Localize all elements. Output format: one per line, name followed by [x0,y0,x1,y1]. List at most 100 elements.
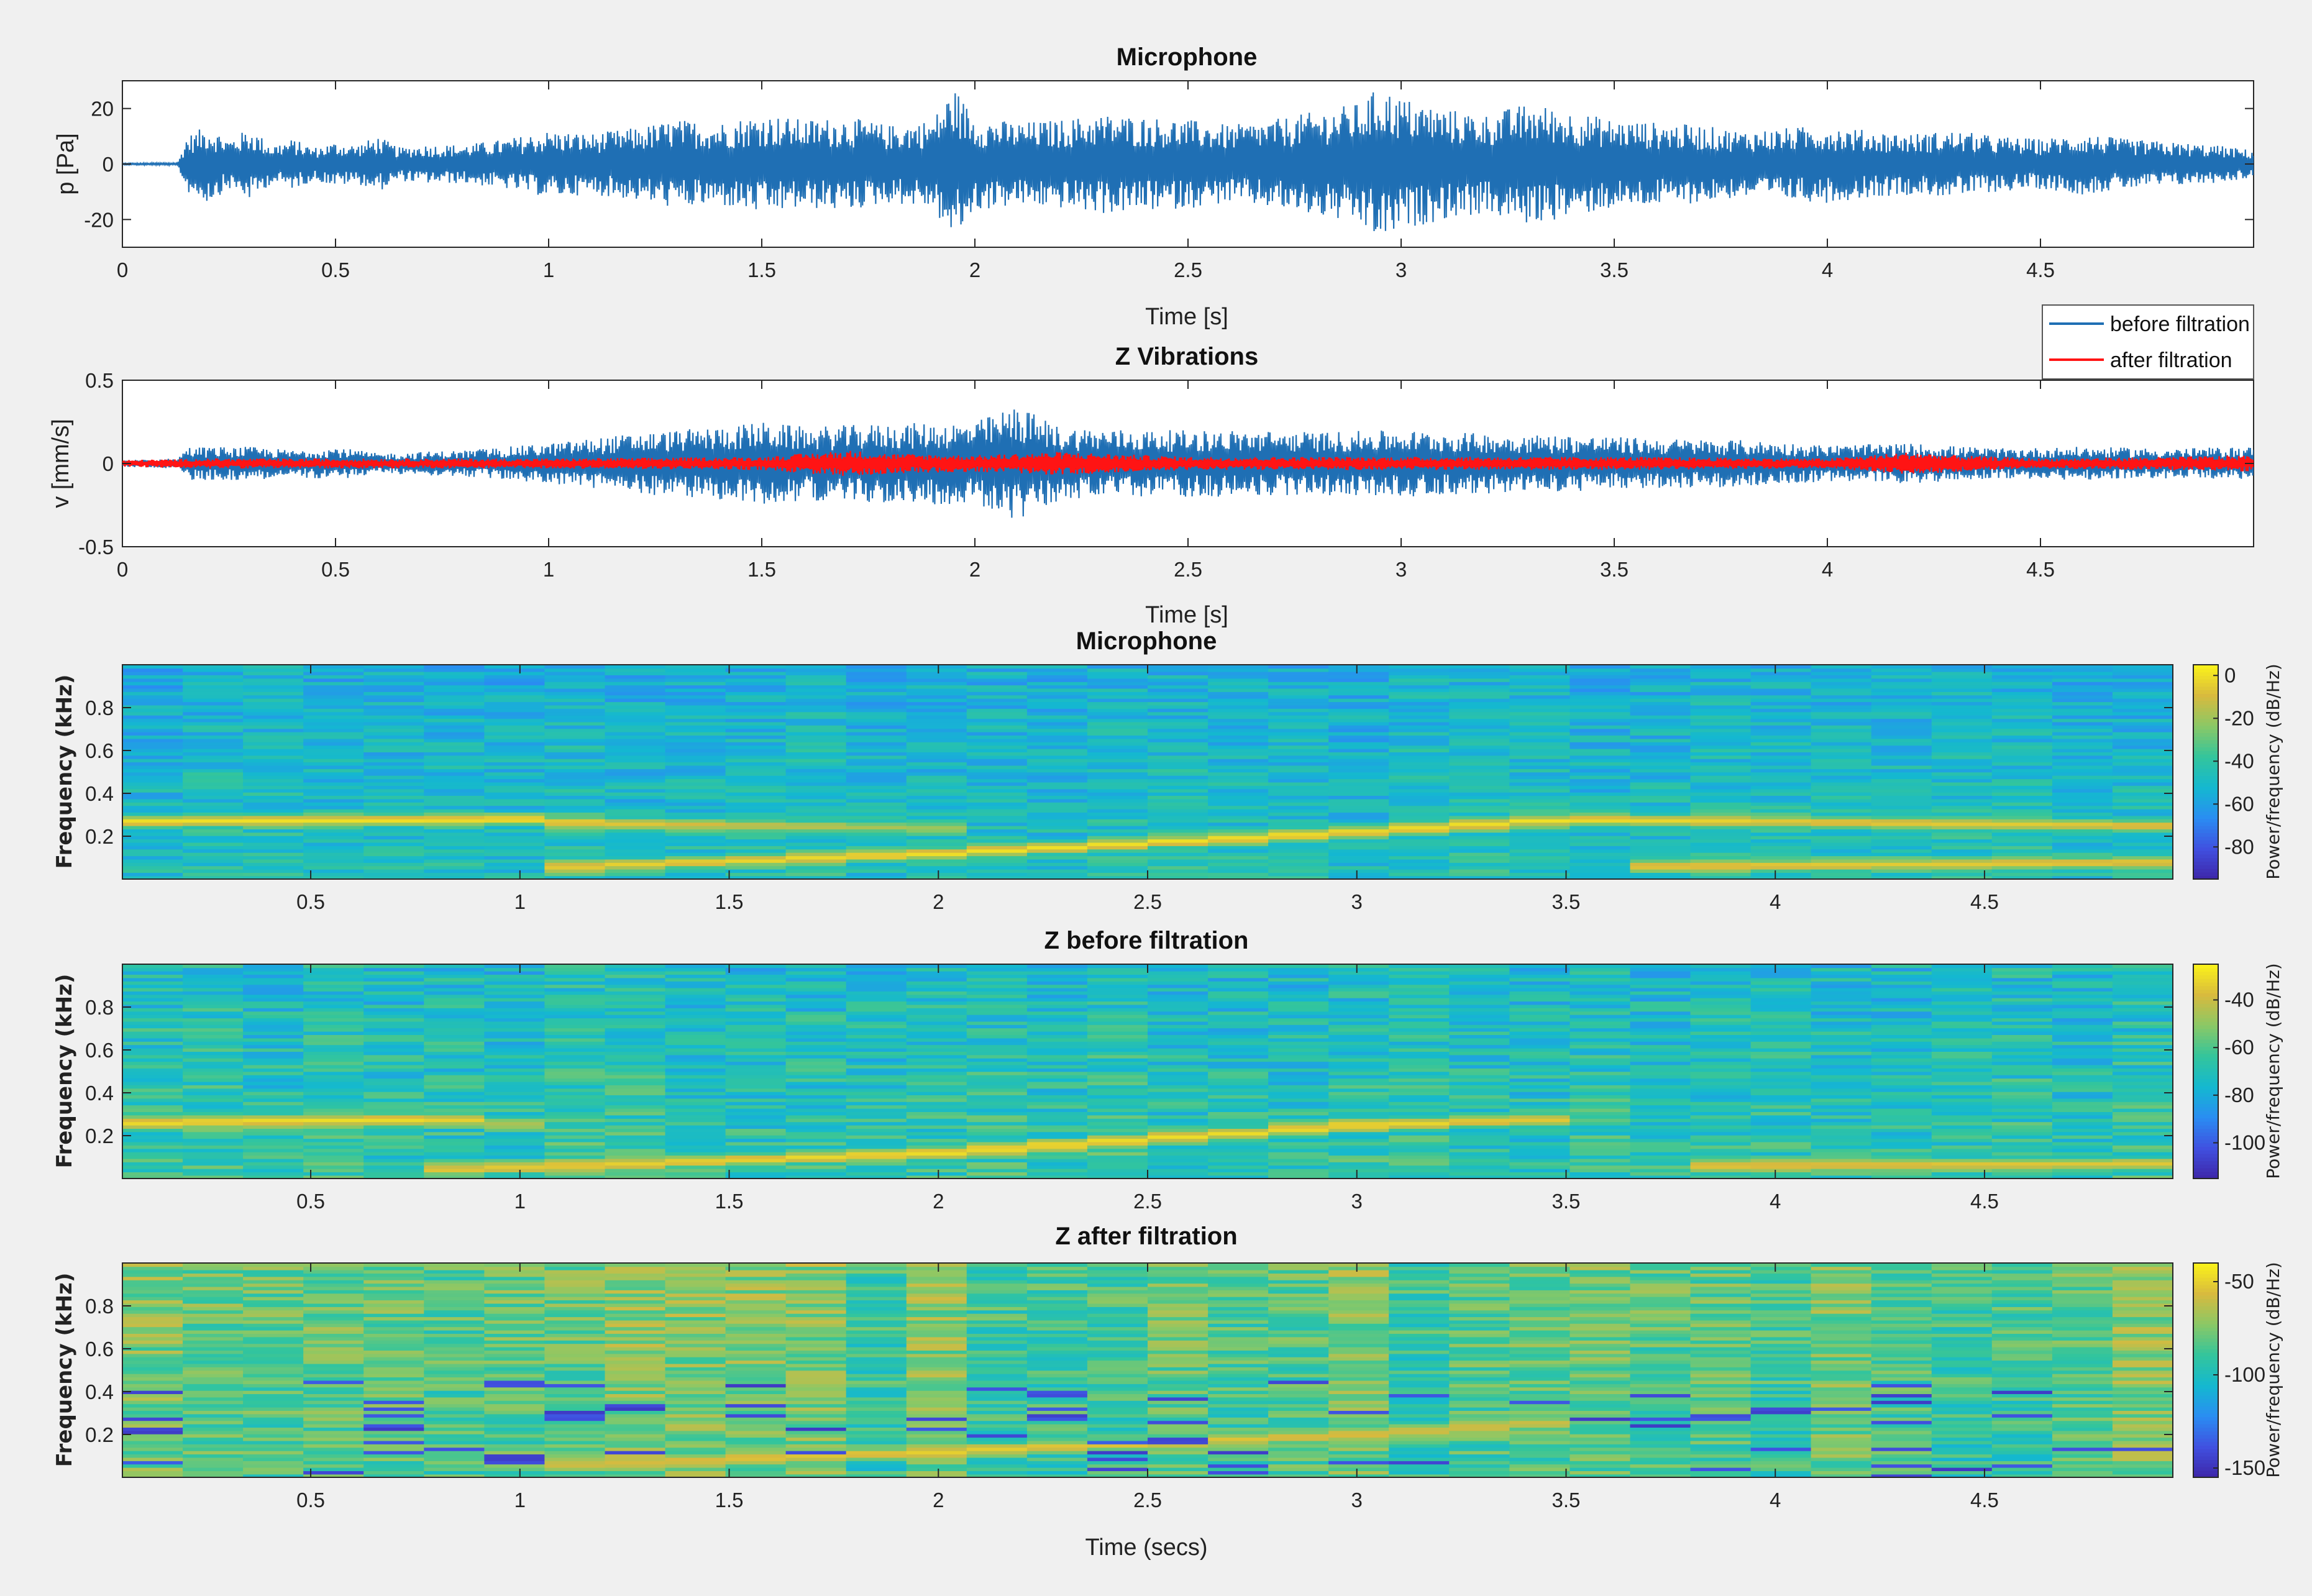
specmic-cell [1208,802,1269,806]
speczb-cell [1328,1134,1390,1139]
speczb-cell [122,1024,183,1029]
specmic-cell [785,671,847,675]
specmic-cell [1087,869,1148,873]
speczb-cell [303,1148,365,1152]
speczb-cell [424,1141,485,1146]
speczb-cell [1871,1115,1932,1119]
speczb-cell [544,984,606,988]
specmic-cell [1389,685,1450,689]
specmic-cell [785,698,847,703]
specmic-cell [1509,735,1571,739]
specmic-cell [1087,865,1148,870]
specmic-cell [424,745,485,749]
specmic-cell [363,711,425,716]
speczb-cell [785,1091,847,1095]
specmic-cell [966,835,1028,840]
specmic-cell [605,665,666,669]
specmic-cell [966,812,1028,816]
speczb-cell [1750,1028,1812,1032]
specmic-cell [2052,721,2113,726]
speczb-cell [2052,984,2113,988]
speczb-cell [966,1165,1028,1169]
specmic-colorbar-step [2193,722,2218,726]
specza-cell [303,1329,365,1334]
speczb-cell [2052,1138,2113,1142]
speczb-cell [1026,1134,1088,1139]
specmic-cell [1811,772,1872,776]
specmic-cell [785,758,847,763]
specmic-cell [1449,675,1510,679]
speczb-cell [1268,1091,1329,1095]
specmic-cell [1991,805,2053,809]
specmic-cell [846,839,907,843]
specza-cell [243,1380,304,1384]
speczb-cell [243,1165,304,1169]
speczb-cell [966,1158,1028,1162]
specmic-cell [1389,852,1450,857]
speczb-cell [665,1141,726,1146]
speczb-cell [243,1108,304,1112]
specza-cell [303,1450,365,1455]
speczb-cell [2052,1011,2113,1015]
speczb-cell [484,1158,546,1162]
speczb-cell [1570,1128,1631,1133]
speczb-cell [1208,1068,1269,1072]
speczb-cell [1389,1061,1450,1065]
speczb-cell [544,1024,606,1029]
speczb-cell [725,1088,787,1092]
speczb-cell [1026,1011,1088,1015]
specmic-cell [1208,742,1269,746]
specmic-cell [243,869,304,873]
specmic-cell [605,782,666,786]
legend-box [2042,304,2254,380]
specmic-cell [1328,725,1390,729]
speczb-cell [1509,1061,1571,1065]
speczb-colorbar-step [2193,1096,2218,1101]
specmic-cell [785,812,847,816]
speczb-cell [725,1011,787,1015]
speczb-cell [966,970,1028,975]
specza-cell [363,1360,425,1364]
specmic-cell [1328,675,1390,679]
speczb-cell [122,967,183,972]
speczb-cell [1570,1057,1631,1062]
speczb-cell [1570,1088,1631,1092]
speczb-cell [1268,1165,1329,1169]
speczb-cell [1871,1037,1932,1042]
speczb-cell [906,1034,967,1039]
specmic-colorbar-step [2193,850,2218,855]
specmic-cell [1509,782,1571,786]
specmic-cell [1811,742,1872,746]
specmic-cell [605,725,666,729]
speczb-cell [2112,1141,2173,1146]
specmic-cell [1991,835,2053,840]
speczb-cell [1328,1172,1390,1176]
specmic-cell [122,725,183,729]
speczb-cell [122,981,183,985]
specmic-cell [1690,855,1752,860]
specmic-cell [1931,688,1993,692]
speczb-cell [1750,1008,1812,1012]
speczb-cell [1449,1088,1510,1092]
speczb-cell [1931,1168,1993,1172]
specmic-cell [1509,802,1571,806]
speczb-cell [605,1054,666,1059]
specmic-cell [1389,782,1450,786]
speczb-cell [1328,1095,1390,1099]
specmic-cell [1991,688,2053,692]
specmic-cell [122,832,183,836]
speczb-cell [363,1047,425,1052]
speczb-cell [1026,967,1088,972]
specmic-cell [2112,812,2173,816]
speczb-cell [665,981,726,985]
speczb-cell [424,964,485,969]
speczb-cell [183,1031,244,1035]
speczb-cell [1931,1141,1993,1146]
speczb-cell [1570,1028,1631,1032]
specmic-cell [1570,731,1631,736]
speczb-cell [725,1151,787,1156]
specmic-cell [1991,872,2053,877]
speczb-cell [363,1108,425,1112]
specmic-cell [1208,668,1269,672]
speczb-cell [183,1021,244,1025]
